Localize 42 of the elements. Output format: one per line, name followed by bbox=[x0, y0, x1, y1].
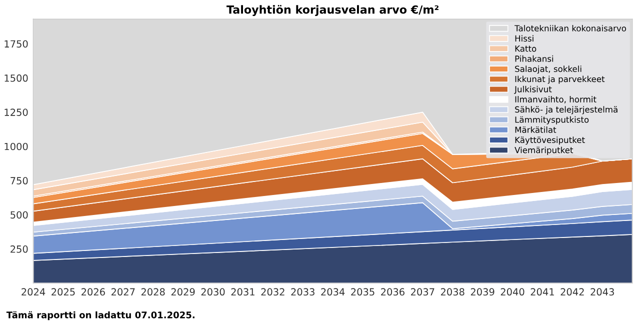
x-tick-label: 2030 bbox=[201, 288, 225, 296]
text: Tämä raportti on ladattu 07.01.2025. bbox=[6, 311, 194, 320]
y-tick-label: 500 bbox=[10, 211, 28, 219]
x-tick-label: 2031 bbox=[231, 288, 254, 296]
x-tick-label: 2026 bbox=[82, 288, 105, 296]
y-tick-label: 1500 bbox=[4, 74, 28, 82]
y-tick-label: 250 bbox=[10, 245, 28, 253]
x-tick-label: 2028 bbox=[141, 288, 165, 296]
x-tick-label: 2025 bbox=[52, 288, 75, 296]
legend-label: Talotekniikan kokonaisarvo bbox=[514, 24, 626, 32]
legend-label: Viemäriputket bbox=[514, 146, 574, 155]
y-tick-label: 1250 bbox=[4, 108, 28, 116]
x-tick-label: 2027 bbox=[111, 288, 135, 296]
legend-label: Pihakansi bbox=[515, 55, 554, 62]
x-tick-label: 2029 bbox=[171, 288, 195, 296]
legend-label: Lämmitysputkisto bbox=[515, 116, 589, 124]
x-tick-label: 2039 bbox=[470, 288, 494, 296]
x-tick-label: 2035 bbox=[351, 288, 374, 296]
legend-label: Ilmanvaihto, hormit bbox=[515, 96, 596, 104]
x-tick-label: 2037 bbox=[410, 288, 434, 296]
x-tick-label: 2042 bbox=[560, 288, 584, 296]
legend-label: Sähkö- ja telejärjestelmä bbox=[515, 106, 618, 114]
x-tick-label: 2032 bbox=[261, 288, 284, 296]
chart-title: Taloyhtiön korjausvelan arvo €/m² bbox=[226, 4, 438, 16]
y-tick-label: 1000 bbox=[4, 142, 28, 150]
x-tick-label: 2024 bbox=[22, 288, 46, 296]
y-tick-label: 750 bbox=[10, 177, 28, 184]
x-tick-label: 2041 bbox=[530, 288, 554, 296]
x-tick-label: 2034 bbox=[321, 288, 345, 296]
legend-label: Hissi bbox=[515, 35, 534, 42]
legend-label: Katto bbox=[515, 46, 536, 52]
x-tick-label: 2036 bbox=[381, 288, 404, 296]
legend-label: Julkisivut bbox=[514, 86, 552, 94]
x-tick-label: 2043 bbox=[590, 288, 614, 296]
legend-label: Märkätilat bbox=[515, 126, 556, 133]
x-tick-label: 2038 bbox=[440, 288, 464, 296]
legend-label: Ikkunat ja parvekkeet bbox=[515, 76, 605, 84]
legend-label: Salaojat, sokkeli bbox=[515, 66, 582, 74]
x-tick-label: 2033 bbox=[291, 288, 314, 296]
y-tick-label: 1750 bbox=[4, 40, 28, 48]
legend-label: Käyttövesiputket bbox=[515, 136, 585, 145]
x-tick-label: 2040 bbox=[500, 288, 524, 296]
